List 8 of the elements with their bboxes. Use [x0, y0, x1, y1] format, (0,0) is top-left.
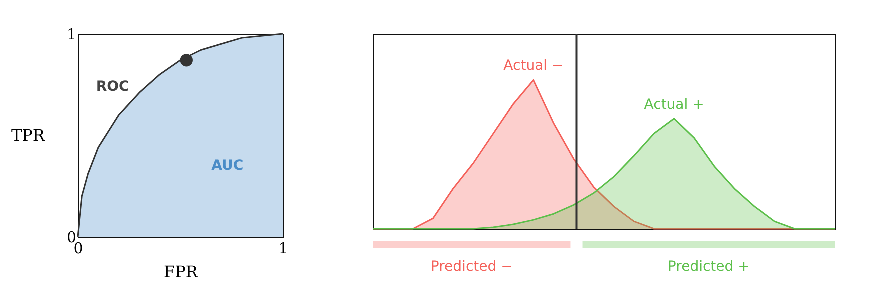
series-label: Actual +	[644, 96, 704, 113]
y-axis-title: TPR	[11, 126, 46, 145]
x-axis-title: FPR	[164, 262, 199, 282]
annotation: ROC	[96, 78, 130, 95]
text: Predicted +	[668, 259, 750, 275]
series-label: Actual −	[504, 58, 564, 74]
annotation: AUC	[212, 158, 244, 174]
text: Predicted −	[430, 259, 513, 275]
